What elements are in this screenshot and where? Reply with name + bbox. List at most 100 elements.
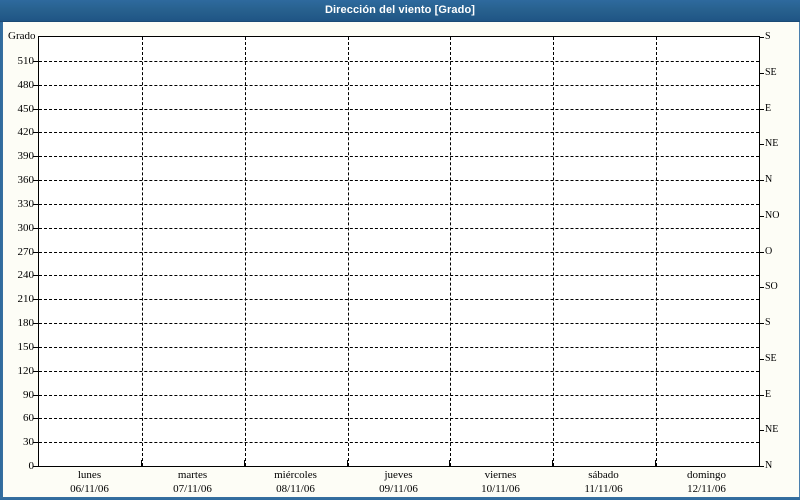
x-axis: lunes 06/11/06 martes 07/11/06 miércoles 08/1… xyxy=(38,460,758,500)
y-axis-tick-label: 210 xyxy=(17,293,35,306)
vertical-gridline xyxy=(656,37,657,466)
y-axis-tick-label: 120 xyxy=(17,364,35,377)
y-axis-tick-label: 60 xyxy=(23,412,34,425)
x-axis-tick-mark xyxy=(552,460,553,467)
y-axis-tick-mark xyxy=(33,346,38,348)
x-axis-day-label: sábado xyxy=(588,469,619,481)
x-axis-day-label: lunes xyxy=(77,469,102,481)
x-axis-date-label: 11/11/06 xyxy=(584,483,623,495)
y-axis-tick-mark xyxy=(33,180,38,181)
vertical-gridline xyxy=(142,37,143,466)
y-axis-right-tick-label: E xyxy=(765,102,772,114)
x-axis-day-label: viernes xyxy=(484,469,517,481)
y-axis-right-tick-label: S xyxy=(765,31,771,42)
plot-gridlines xyxy=(39,37,759,466)
y-axis-tick-mark xyxy=(33,84,38,86)
y-axis-right-tick-mark xyxy=(759,287,764,289)
y-axis-tick-mark xyxy=(33,108,38,110)
y-axis-right-tick-label: S xyxy=(765,317,771,328)
y-axis-tick-label: 150 xyxy=(17,340,35,353)
horizontal-gridline xyxy=(39,227,759,229)
x-axis-day-label: jueves xyxy=(384,469,413,481)
x-axis-tick-label-group: miércoles 08/11/06 xyxy=(244,468,347,496)
vertical-gridline xyxy=(348,37,349,466)
x-axis-tick-label-group: sábado 11/11/06 xyxy=(552,468,655,496)
horizontal-gridline xyxy=(39,132,759,134)
horizontal-gridline xyxy=(39,346,759,348)
x-axis-date-label: 09/11/06 xyxy=(379,483,418,495)
horizontal-gridline xyxy=(39,156,759,158)
y-axis-tick-label: 450 xyxy=(17,102,35,115)
y-axis-right-tick-mark xyxy=(759,394,764,396)
x-axis-tick-label-group: lunes 06/11/06 xyxy=(38,468,141,496)
y-axis-right-tick-label: NE xyxy=(765,138,779,150)
x-axis-day-label: miércoles xyxy=(274,469,317,481)
window-frame-bottom xyxy=(0,497,800,500)
y-axis-right-tick-label: SE xyxy=(765,66,777,78)
x-axis-tick-mark xyxy=(449,460,450,467)
horizontal-gridline xyxy=(39,203,759,205)
y-axis-tick-mark xyxy=(33,466,38,467)
window-frame-left xyxy=(0,22,3,500)
y-axis-tick-mark xyxy=(33,394,38,396)
x-axis-tick-label-group: viernes 10/11/06 xyxy=(449,468,552,496)
y-axis-right-tick-mark xyxy=(759,430,764,432)
y-axis-tick-label: 300 xyxy=(17,221,35,234)
x-axis-tick-label-group: domingo 12/11/06 xyxy=(655,468,758,496)
y-axis-tick-label: 480 xyxy=(17,78,35,91)
y-axis-right-tick-label: SE xyxy=(765,352,777,364)
chart-title: Dirección del viento [Grado] xyxy=(324,4,476,16)
y-axis-tick-label: 180 xyxy=(17,317,35,329)
horizontal-gridline xyxy=(39,84,759,86)
y-axis-tick-mark xyxy=(33,299,38,301)
vertical-gridline xyxy=(553,37,554,466)
horizontal-gridline xyxy=(39,394,759,396)
y-axis-tick-mark xyxy=(33,156,38,158)
y-axis-right-tick-mark xyxy=(759,323,764,324)
vertical-gridline xyxy=(450,37,451,466)
y-axis-tick-label: 420 xyxy=(17,126,35,139)
x-axis-tick-mark xyxy=(655,460,656,467)
y-axis-tick-mark xyxy=(33,418,38,420)
x-axis-date-label: 08/11/06 xyxy=(276,483,315,495)
horizontal-gridline xyxy=(39,180,759,181)
y-axis-right-tick-mark xyxy=(759,215,764,217)
x-axis-date-label: 10/11/06 xyxy=(481,483,520,495)
y-axis-left: 510 480 450 420 390 360 330 300 270 240 210 180 150 1… xyxy=(3,36,38,472)
y-axis-right-tick-label: O xyxy=(765,245,773,257)
y-axis-tick-label: 360 xyxy=(17,174,35,186)
y-axis-right-tick-label: NE xyxy=(765,424,779,436)
y-axis-right-tick-mark xyxy=(759,358,764,360)
y-axis-tick-mark xyxy=(33,203,38,205)
y-axis-right-tick-label: E xyxy=(765,388,772,400)
horizontal-gridline xyxy=(39,60,759,62)
y-axis-right-tick-mark xyxy=(759,251,764,253)
y-axis-right-tick-mark xyxy=(759,72,764,74)
x-axis-day-label: martes xyxy=(177,469,208,481)
y-axis-right-tick-mark xyxy=(759,37,764,38)
horizontal-gridline xyxy=(39,299,759,301)
horizontal-gridline xyxy=(39,108,759,110)
y-axis-right-tick-label: N xyxy=(765,460,773,471)
y-axis-tick-mark xyxy=(33,275,38,277)
x-axis-tick-mark xyxy=(244,460,245,467)
y-axis-right-tick-mark xyxy=(759,144,764,146)
x-axis-tick-label-group: martes 07/11/06 xyxy=(141,468,244,496)
y-axis-right-tick-mark xyxy=(759,180,764,181)
y-axis-tick-label: 240 xyxy=(17,269,35,282)
x-axis-tick-mark xyxy=(141,460,142,467)
x-axis-date-label: 06/11/06 xyxy=(70,483,109,495)
vertical-gridline xyxy=(245,37,246,466)
plot-area xyxy=(38,36,760,467)
y-axis-tick-mark xyxy=(33,132,38,134)
chart-title-bar: Dirección del viento [Grado] xyxy=(0,0,800,22)
horizontal-gridline xyxy=(39,418,759,420)
y-axis-tick-label: 30 xyxy=(23,436,34,449)
chart-canvas: Grado 510 480 450 420 390 360 330 300 270 240 210 1… xyxy=(3,22,799,497)
y-axis-tick-mark xyxy=(33,251,38,253)
horizontal-gridline xyxy=(39,323,759,324)
horizontal-gridline xyxy=(39,251,759,253)
y-axis-right-tick-label: NO xyxy=(765,209,780,221)
horizontal-gridline xyxy=(39,275,759,277)
